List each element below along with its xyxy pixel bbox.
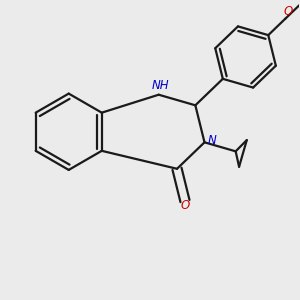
Text: O: O — [181, 200, 190, 212]
Text: O: O — [284, 5, 293, 18]
Text: NH: NH — [152, 79, 169, 92]
Text: N: N — [207, 134, 216, 147]
